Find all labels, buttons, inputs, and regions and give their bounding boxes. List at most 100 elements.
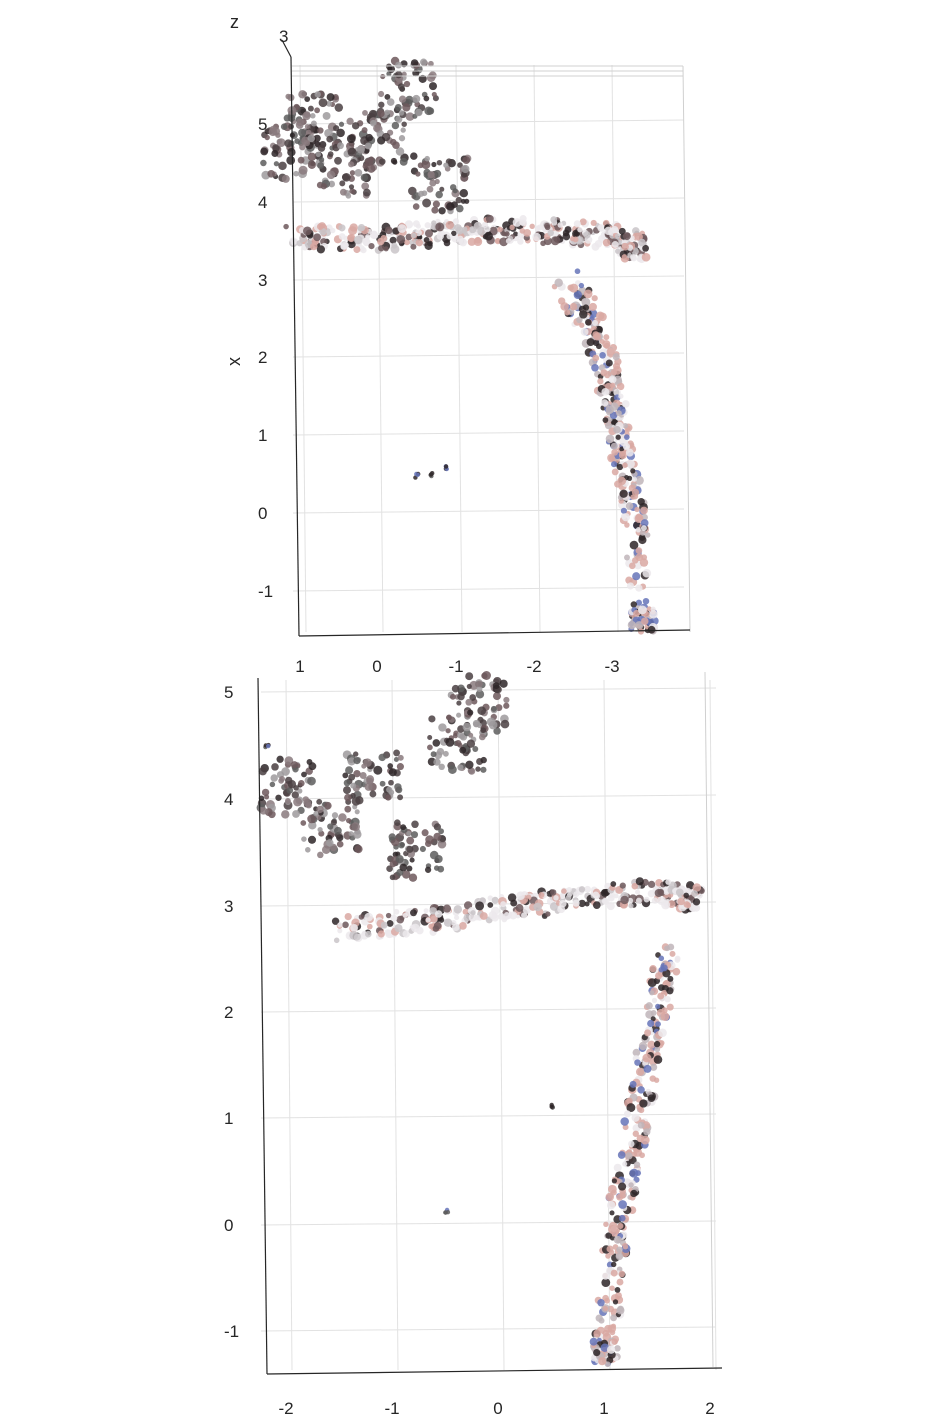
cloud-point [283, 114, 291, 122]
cloud-point [369, 230, 379, 239]
cloud-point [288, 123, 295, 130]
cloud-point [329, 227, 336, 234]
cloud-point [596, 325, 603, 333]
cloud-point [536, 224, 543, 231]
cloud-point [554, 278, 563, 288]
top-y-axis [290, 56, 300, 637]
cloud-point [672, 967, 681, 976]
cloud-point [270, 774, 278, 782]
cloud-point [664, 995, 671, 1003]
cloud-point [490, 705, 497, 712]
cloud-point [487, 895, 494, 901]
x-tick-label: 0 [372, 657, 381, 676]
cloud-point [644, 1029, 652, 1037]
gridline-horizontal [292, 275, 685, 281]
bottom-plot: 5 4 3 2 1 0 -1 -2 -1 0 1 2 [224, 671, 723, 1418]
cloud-point [428, 82, 438, 91]
cloud-point [643, 1128, 651, 1136]
cloud-point [303, 798, 312, 807]
cloud-point [647, 1019, 655, 1028]
cloud-point [478, 733, 486, 741]
cloud-point [368, 243, 375, 250]
cloud-point [393, 908, 400, 915]
cloud-point [402, 103, 411, 112]
cloud-point [610, 881, 617, 887]
cloud-point [364, 782, 373, 791]
cloud-point [667, 943, 675, 951]
cloud-point [613, 388, 621, 397]
cloud-point [616, 1306, 625, 1315]
cloud-point [410, 59, 419, 67]
cloud-point [310, 113, 316, 119]
cloud-point [606, 1245, 614, 1253]
cloud-point [631, 557, 639, 564]
cloud-point [620, 507, 627, 514]
cloud-point [465, 760, 474, 769]
cloud-point [299, 143, 306, 151]
cloud-point [439, 186, 445, 192]
cloud-point [378, 244, 385, 252]
cloud-point [353, 830, 362, 839]
cloud-point [286, 156, 296, 165]
cloud-point [438, 917, 445, 923]
cloud-point [635, 1170, 642, 1177]
y-tick-label: 2 [224, 1003, 233, 1022]
cloud-point [389, 874, 396, 881]
cloud-point [428, 71, 437, 80]
cloud-point [601, 1278, 611, 1287]
cloud-point [357, 223, 366, 232]
cloud-point [691, 890, 698, 897]
cloud-point [310, 120, 317, 127]
cloud-point [438, 828, 444, 835]
cloud-point [669, 950, 676, 957]
cloud-point [649, 965, 657, 973]
cloud-point [343, 779, 351, 787]
gridline-horizontal [260, 1007, 717, 1013]
cloud-point [629, 540, 639, 550]
cloud-point [517, 238, 524, 245]
cloud-point [308, 821, 317, 830]
cloud-point [333, 125, 340, 132]
cloud-point [363, 758, 372, 767]
cloud-point [468, 732, 474, 738]
cloud-point [393, 819, 401, 827]
cloud-point [523, 229, 531, 237]
cloud-point [627, 620, 637, 630]
cloud-point [345, 766, 354, 775]
cloud-point [625, 448, 634, 457]
cloud-point [258, 767, 267, 776]
cloud-point [310, 242, 318, 251]
cloud-point [509, 911, 518, 920]
cloud-point [364, 142, 372, 150]
cloud-point [284, 756, 294, 765]
gridline-vertical [455, 64, 463, 633]
cloud-point [564, 309, 571, 316]
cloud-point [610, 1323, 617, 1329]
cloud-point [290, 761, 298, 769]
cloud-point [583, 231, 591, 239]
cloud-point [297, 788, 303, 794]
bottom-box-edge [704, 671, 714, 1368]
cloud-point [475, 689, 485, 699]
cloud-point [348, 831, 354, 837]
cloud-point [314, 107, 320, 114]
cloud-point [353, 770, 361, 778]
cloud-point [351, 822, 360, 832]
cloud-point [635, 877, 644, 886]
cloud-point [569, 283, 579, 293]
cloud-point [331, 917, 340, 925]
cloud-point [484, 231, 493, 241]
cloud-point [293, 797, 303, 807]
cloud-point [355, 796, 364, 805]
cloud-point [395, 115, 403, 123]
cloud-point [660, 964, 668, 972]
cloud-point [423, 95, 430, 102]
cloud-point [426, 107, 435, 115]
cloud-point [465, 672, 474, 681]
cloud-point [509, 224, 515, 231]
cloud-point [638, 535, 647, 545]
cloud-point [584, 901, 590, 907]
cloud-point [475, 766, 481, 772]
cloud-point [637, 605, 647, 615]
cloud-point [602, 417, 609, 423]
